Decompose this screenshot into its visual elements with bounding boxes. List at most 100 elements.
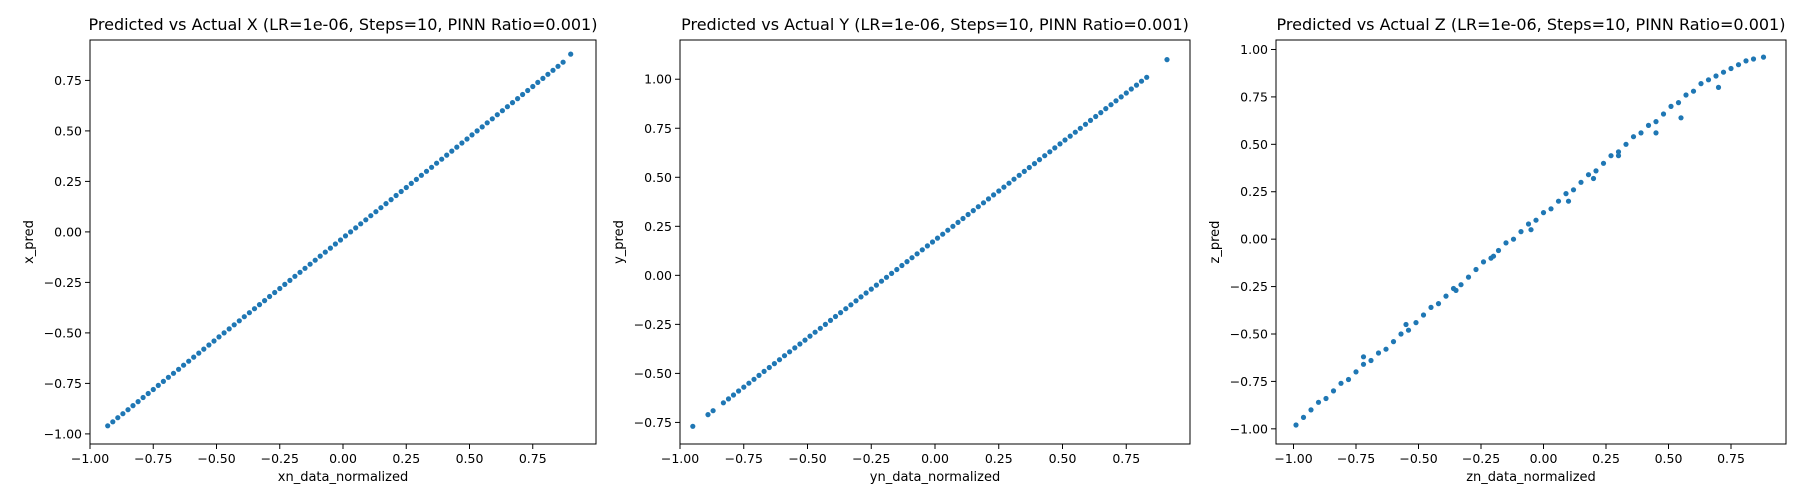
data-point bbox=[1021, 168, 1027, 174]
data-point bbox=[555, 63, 561, 69]
data-point bbox=[853, 298, 859, 304]
data-point bbox=[1026, 164, 1032, 171]
data-point bbox=[515, 96, 521, 102]
data-point bbox=[530, 83, 536, 90]
data-point bbox=[1743, 58, 1749, 64]
data-point bbox=[924, 243, 931, 249]
x-tick-label: −0.25 bbox=[1462, 451, 1500, 466]
data-point bbox=[1735, 62, 1742, 68]
data-point bbox=[1528, 227, 1534, 233]
data-point bbox=[287, 277, 293, 283]
data-point bbox=[423, 168, 430, 174]
data-point bbox=[950, 223, 956, 229]
data-point bbox=[170, 370, 177, 376]
data-point bbox=[720, 400, 727, 406]
data-point bbox=[1123, 90, 1129, 96]
data-point bbox=[1590, 175, 1597, 182]
data-point bbox=[1067, 133, 1073, 139]
data-point bbox=[1082, 121, 1089, 127]
data-point bbox=[1353, 369, 1359, 375]
data-point bbox=[1473, 266, 1479, 273]
data-point bbox=[317, 253, 323, 259]
data-point bbox=[504, 104, 510, 110]
data-point bbox=[155, 382, 161, 388]
y-tick-label: 0.75 bbox=[1240, 89, 1268, 104]
data-point bbox=[479, 124, 485, 130]
data-point bbox=[130, 403, 136, 409]
data-point bbox=[776, 357, 783, 363]
data-point bbox=[1360, 354, 1367, 360]
y-tick-label: 0.75 bbox=[644, 121, 672, 136]
data-point bbox=[373, 209, 379, 215]
data-point bbox=[1047, 149, 1053, 155]
data-point bbox=[535, 79, 541, 85]
data-point bbox=[216, 334, 222, 340]
data-point bbox=[1108, 102, 1114, 108]
data-point bbox=[1525, 221, 1532, 227]
data-point bbox=[165, 374, 171, 380]
data-point bbox=[1330, 388, 1337, 394]
x-tick-label: 0.00 bbox=[1530, 451, 1558, 466]
data-point bbox=[186, 358, 192, 364]
data-point bbox=[792, 345, 798, 351]
data-point bbox=[1428, 304, 1434, 310]
data-point bbox=[327, 245, 333, 251]
y-tick-label: −0.50 bbox=[44, 325, 82, 340]
y-tick-label: 0.00 bbox=[54, 224, 82, 239]
data-point bbox=[827, 317, 834, 323]
data-point bbox=[1750, 56, 1757, 62]
data-point bbox=[1016, 172, 1022, 178]
data-point bbox=[439, 156, 445, 162]
x-tick-label: −0.75 bbox=[134, 451, 172, 466]
data-point bbox=[1510, 236, 1517, 242]
data-point bbox=[568, 51, 574, 57]
x-tick-label: −0.75 bbox=[1337, 451, 1375, 466]
data-point bbox=[1113, 98, 1119, 104]
data-point bbox=[1540, 210, 1547, 216]
data-point bbox=[398, 188, 404, 195]
data-point bbox=[705, 412, 711, 418]
data-point bbox=[1615, 153, 1622, 159]
data-point bbox=[525, 87, 531, 94]
x-tick-label: 0.75 bbox=[1112, 451, 1140, 466]
data-point bbox=[873, 282, 880, 288]
data-point bbox=[1293, 422, 1299, 428]
data-point bbox=[1760, 54, 1767, 60]
data-point bbox=[781, 353, 788, 359]
data-point bbox=[741, 384, 747, 390]
y-tick-label: −1.00 bbox=[1230, 421, 1268, 436]
data-point bbox=[297, 269, 303, 275]
y-axis-label: z_pred bbox=[1208, 221, 1223, 264]
subplot-2: Predicted vs Actual Y (LR=1e-06, Steps=1… bbox=[612, 15, 1191, 485]
data-point bbox=[1645, 122, 1652, 128]
data-point bbox=[914, 251, 920, 257]
y-tick-label: −0.25 bbox=[634, 317, 672, 332]
data-point bbox=[413, 176, 419, 182]
y-tick-label: 0.50 bbox=[54, 123, 82, 138]
subplot-3: Predicted vs Actual Z (LR=1e-06, Steps=1… bbox=[1208, 15, 1787, 485]
data-point bbox=[730, 392, 737, 398]
data-point bbox=[1653, 130, 1659, 136]
data-point bbox=[150, 386, 156, 393]
data-point bbox=[1720, 69, 1727, 75]
y-tick-label: 0.25 bbox=[1240, 184, 1268, 199]
data-point bbox=[1668, 103, 1674, 109]
data-point bbox=[302, 265, 308, 271]
data-point bbox=[1713, 73, 1719, 79]
data-point bbox=[1052, 145, 1058, 151]
data-point bbox=[1533, 217, 1539, 223]
data-point bbox=[550, 67, 556, 73]
scatter-points bbox=[690, 57, 1170, 429]
chart-title: Predicted vs Actual Y (LR=1e-06, Steps=1… bbox=[681, 15, 1189, 34]
data-point bbox=[105, 423, 111, 429]
plot-frame bbox=[1275, 39, 1787, 445]
data-point bbox=[1518, 229, 1524, 235]
data-point bbox=[1495, 247, 1502, 254]
data-point bbox=[145, 390, 151, 397]
data-point bbox=[429, 164, 435, 170]
data-point bbox=[1144, 74, 1150, 80]
x-tick-label: 0.75 bbox=[519, 451, 547, 466]
data-point bbox=[1555, 198, 1562, 204]
data-point bbox=[282, 281, 288, 287]
data-point bbox=[817, 325, 823, 331]
